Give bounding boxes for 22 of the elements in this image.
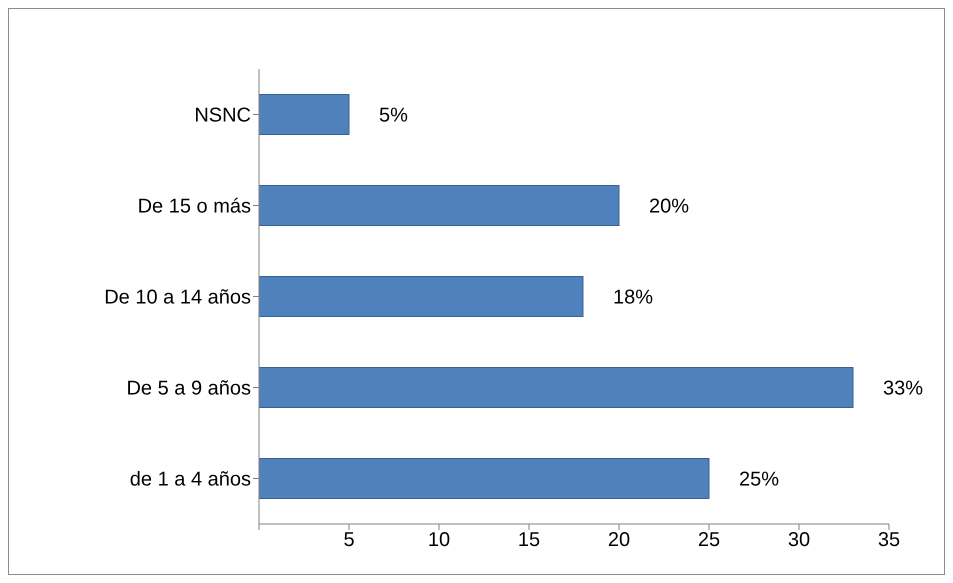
y-tick-label: De 15 o más	[138, 196, 251, 218]
data-label: 20%	[649, 195, 690, 218]
x-tick-label: 30	[788, 529, 810, 552]
bar	[259, 94, 350, 135]
x-tick-label: 5	[343, 529, 355, 552]
data-label: 18%	[613, 286, 654, 308]
data-label: 33%	[883, 377, 924, 400]
bar	[259, 184, 620, 226]
y-tick-label: de 1 a 4 años	[130, 468, 251, 491]
bar	[259, 458, 710, 499]
x-tick-label: 15	[518, 529, 540, 552]
bar	[259, 276, 584, 317]
bar	[259, 366, 854, 408]
data-label: 25%	[739, 468, 780, 490]
y-tick-label: De 5 a 9 años	[126, 378, 251, 400]
x-tick-label: 10	[428, 529, 450, 552]
y-tick-label: De 10 a 14 años	[104, 286, 251, 309]
x-tick-label: 20	[608, 529, 630, 552]
y-tick-label: NSNC	[194, 104, 251, 127]
x-tick-label: 25	[698, 529, 720, 552]
x-tick-label: 35	[878, 529, 900, 552]
data-label: 5%	[379, 104, 408, 126]
